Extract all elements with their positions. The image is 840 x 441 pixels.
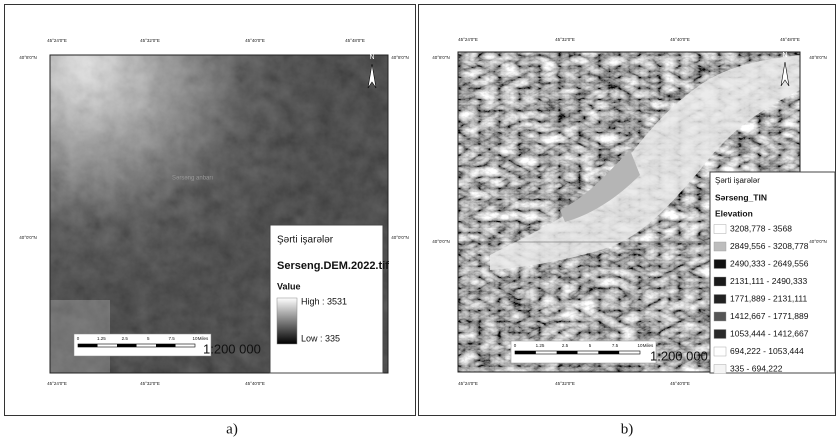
coord-label: 40°0'0"N [19,235,37,240]
legend-layer: Sərseng_TIN [715,192,767,202]
north-arrow: N [782,52,787,59]
coord-label: 45°32'0"E [140,38,160,43]
legend-swatch [714,260,726,269]
legend-swatch [714,295,726,304]
north-arrow: N [369,54,374,61]
coord-label: 45°24'0"E [47,38,67,43]
legend-swatch [714,347,726,356]
legend-title: Şərti işarələr [277,235,334,246]
legend-entry: 335 - 694,222 [730,363,783,373]
legend-layer: Serseng.DEM.2022.tif [277,260,389,272]
coord-label: 45°40'0"E [245,381,265,386]
coord-label: 45°24'0"E [458,381,478,386]
legend-swatch [714,312,726,321]
coord-label: 45°40'0"E [670,37,690,42]
coord-label: 40°8'0"N [19,55,37,60]
coord-label: 40°8'0"N [809,55,827,60]
scale-bar-segment [515,351,536,354]
legend-field: Value [277,281,301,291]
coord-label: 45°40'0"E [245,38,265,43]
coord-label: 45°32'0"E [555,37,575,42]
coord-label: 45°32'0"E [555,381,575,386]
scale-bar-segment [117,344,137,347]
legend-entry: 1771,889 - 2131,111 [730,293,807,303]
coord-label: 40°8'0"N [391,55,409,60]
scale-bar-label: 1.25 [536,343,545,348]
legend-swatch [714,242,726,251]
coord-label: 45°24'0"E [47,381,67,386]
legend-title: Şərti işarələr [715,176,760,185]
scale-bar-label: 7.5 [612,343,619,348]
scale-bar-segment [598,351,619,354]
caption: a) [226,421,238,437]
scale-bar-segment [557,351,578,354]
legend-swatch [714,330,726,339]
legend-entry: 2131,111 - 2490,333 [730,276,807,286]
legend-high: High : 3531 [301,296,347,306]
caption: b) [621,421,634,437]
map-label: Sərsəng anbarı [172,176,213,182]
scale-bar-label: 2.5 [562,343,569,348]
scale-bar-segment [78,344,98,347]
legend-entry: 3208,778 - 3568 [730,223,792,233]
scale-bar-segment [156,344,176,347]
coord-label: 45°40'0"E [670,381,690,386]
legend-swatch [714,225,726,234]
scale-bar-label: 1.25 [97,336,106,341]
scale-text: 1:200 000 [203,341,261,356]
coord-label: 40°8'0"N [432,55,450,60]
legend-swatch [714,365,726,374]
legend-swatch [714,277,726,286]
legend-entry: 2490,333 - 2649,556 [730,258,809,268]
legend-entry: 2849,556 - 3208,778 [730,241,809,251]
scale-bar-label: 2.5 [122,336,129,341]
legend-entry: 1053,444 - 1412,667 [730,328,809,338]
coord-label: 45°32'0"E [140,381,160,386]
scale-text: 1:200 000 [650,348,708,363]
scale-bar-label: Miles [643,343,654,348]
legend-b: Şərti işarələr Sərseng_TIN Elevation 320… [710,172,835,374]
legend-entry: 694,222 - 1053,444 [730,346,804,356]
coord-label: 40°0'0"N [809,239,827,244]
legend-low: Low : 335 [301,333,340,343]
coord-label: 45°48'0"E [780,37,800,42]
scale-bar-label: Miles [198,336,209,341]
legend-a: Şərti işarələr Serseng.DEM.2022.tif Valu… [270,225,389,373]
figure: Sərsəng anbarı N N Şərti işarələr Sersen… [0,0,840,441]
legend-entry: 1412,667 - 1771,889 [730,311,809,321]
coord-label: 40°0'0"N [432,239,450,244]
coord-label: 45°24'0"E [458,37,478,42]
legend-field: Elevation [715,208,753,218]
scale-bar-label: 7.5 [168,336,175,341]
coord-label: 40°0'0"N [391,235,409,240]
coord-label: 45°48'0"E [345,38,365,43]
